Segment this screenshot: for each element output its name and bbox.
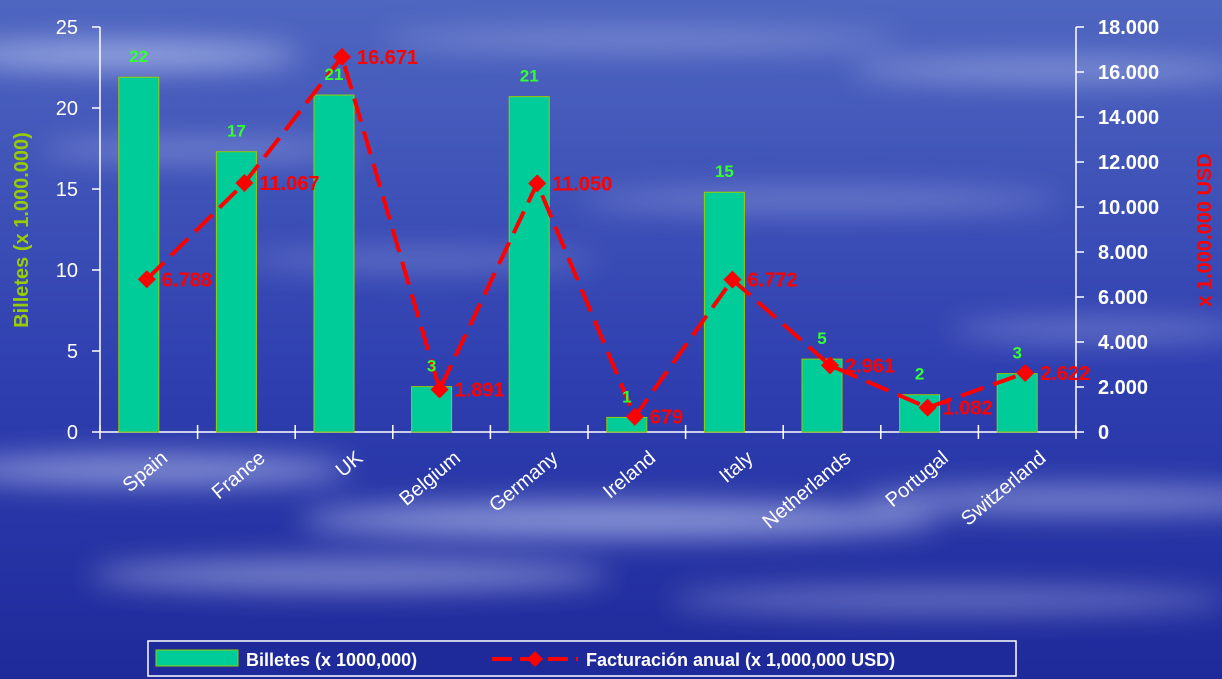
y2-tick-label: 12.000 (1098, 152, 1159, 174)
line-point (333, 47, 351, 66)
legend-line-marker (527, 651, 543, 667)
bar-value-label: 1 (622, 387, 631, 406)
line-point (235, 173, 254, 192)
line-point (137, 270, 156, 289)
y2-axis-title: x 1.000.000 USD (1194, 153, 1216, 306)
y-tick-label: 5 (67, 341, 78, 363)
y2-tick-label: 10.000 (1098, 197, 1159, 219)
y2-tick-label: 0 (1098, 422, 1109, 444)
legend-bar-label: Billetes (x 1000,000) (246, 650, 417, 670)
bar (313, 94, 355, 433)
line-value-label: 6.788 (162, 269, 212, 291)
bars-layer (118, 76, 1038, 433)
y2-tick-label: 16.000 (1098, 62, 1159, 84)
line-layer (137, 47, 1035, 426)
y-tick-label: 0 (67, 422, 78, 444)
y2-tick-label: 6.000 (1098, 287, 1148, 309)
line-point (821, 356, 839, 375)
legend-line-label: Facturación anual (x 1,000,000 USD) (586, 650, 895, 670)
line-point (625, 407, 644, 426)
bar-value-label: 2 (915, 365, 924, 384)
bar-value-label: 3 (1012, 344, 1021, 363)
legend: Billetes (x 1000,000) Facturación anual … (147, 640, 1017, 677)
bar (411, 386, 453, 433)
line-point (430, 380, 449, 399)
y2-tick-label: 4.000 (1098, 332, 1148, 354)
line-series (145, 54, 1026, 419)
bar-value-label: 22 (129, 47, 148, 66)
labels-layer: 22 17 21 3 21 1 15 5 2 3 6.788 11.067 16.671 1.891 11.… (129, 47, 1090, 429)
y-tick-label: 25 (56, 17, 78, 39)
bar-value-label: 21 (325, 65, 344, 84)
bar-value-label: 15 (715, 162, 734, 181)
y-axis-title: Billetes (x 1.000.000) (11, 132, 33, 328)
legend-bar-swatch (155, 649, 239, 667)
y2-tick-label: 18.000 (1098, 17, 1159, 39)
bar (215, 151, 257, 433)
bar-value-label: 5 (817, 329, 826, 348)
line-value-label: 2.622 (1040, 363, 1090, 385)
line-point (528, 174, 547, 193)
bar-value-label: 21 (520, 67, 539, 86)
bar (899, 394, 941, 433)
line-value-label: 11.050 (552, 173, 612, 195)
line-point (918, 398, 937, 417)
bar (508, 96, 550, 433)
line-value-label: 1.082 (943, 398, 993, 420)
bar (703, 191, 745, 433)
y2-tick-label: 14.000 (1098, 107, 1159, 129)
line-value-label: 6.772 (747, 270, 797, 292)
line-point (723, 270, 742, 289)
line-value-label: 2.961 (845, 355, 895, 377)
y2-tick-label: 8.000 (1098, 242, 1148, 264)
y-tick-label: 20 (56, 98, 78, 120)
line-value-label: 16.671 (357, 47, 418, 69)
y-tick-label: 10 (56, 260, 78, 282)
bar-value-label: 17 (227, 122, 246, 141)
y2-tick-label: 2.000 (1098, 377, 1148, 399)
y-tick-label: 15 (56, 179, 78, 201)
bar-value-label: 3 (427, 357, 436, 376)
line-value-label: 1.891 (455, 379, 505, 401)
line-value-label: 11.067 (259, 173, 319, 195)
line-value-label: 679 (650, 407, 683, 429)
line-point (1016, 364, 1035, 383)
legend-box (147, 640, 1017, 677)
bar (118, 76, 160, 433)
